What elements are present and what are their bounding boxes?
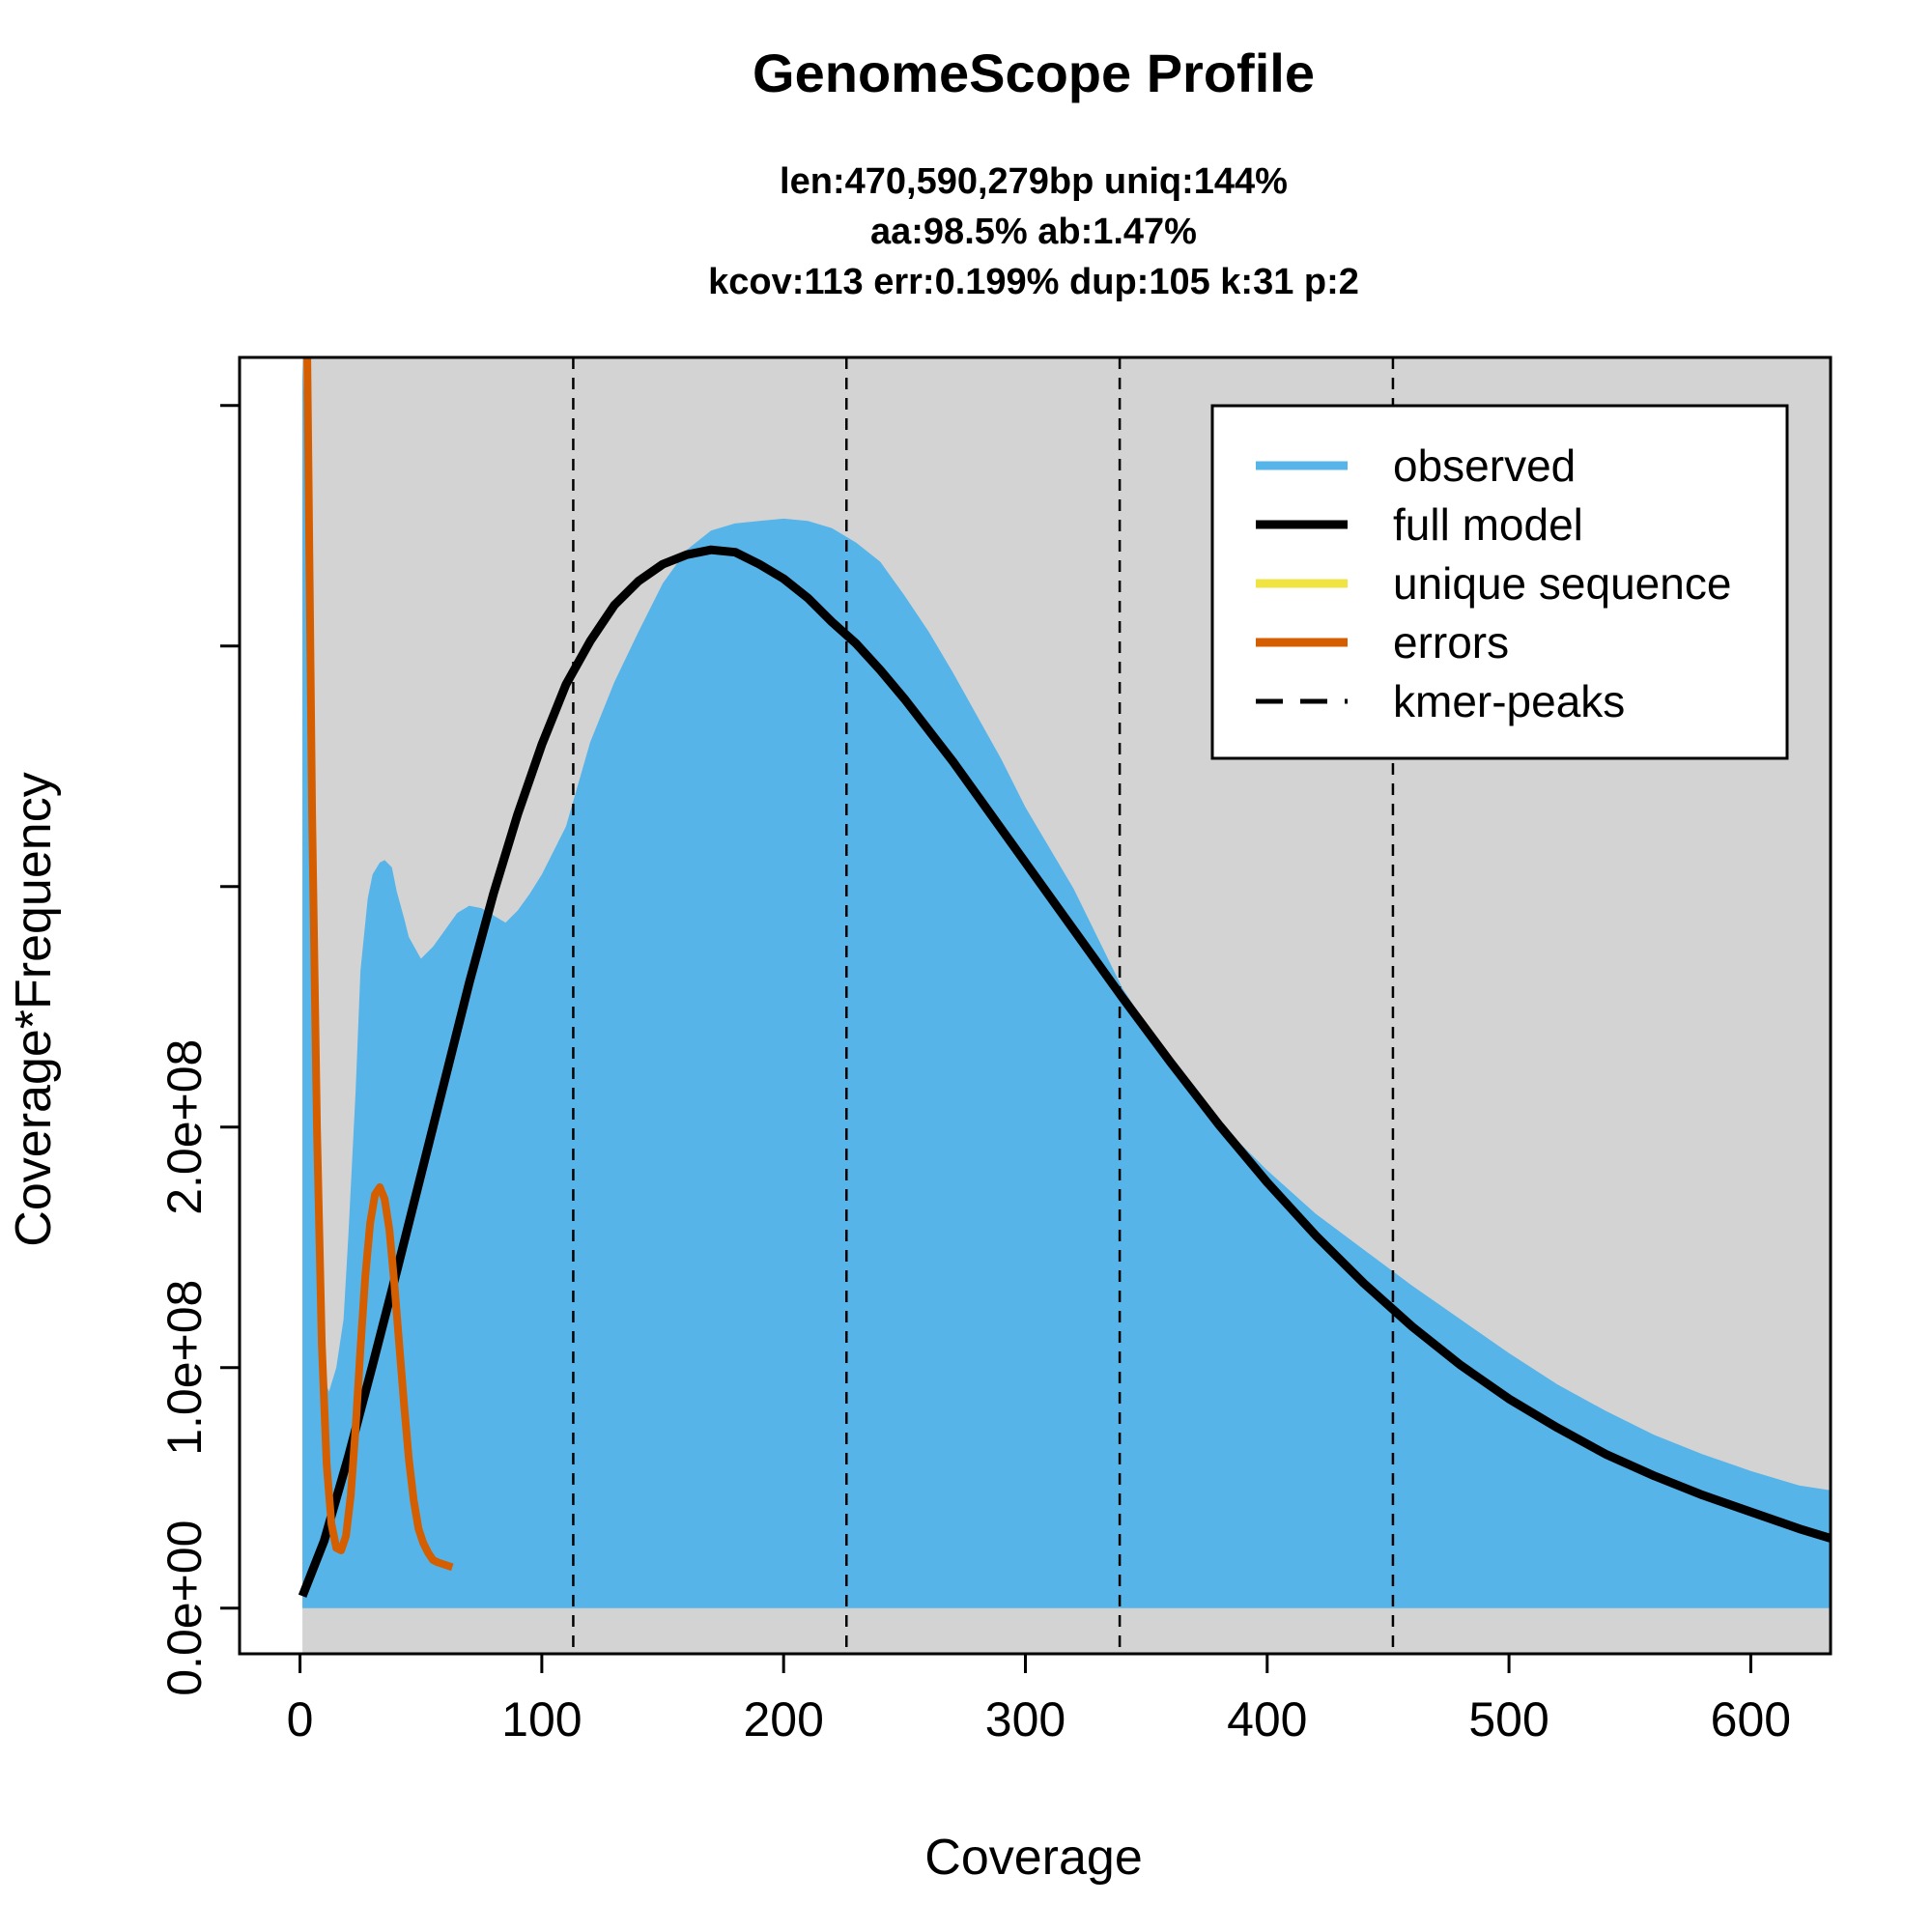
axes: 0 100 200 300 400 500 600 0.0e+00 1.0e+08 2.0e+08 (157, 355, 1833, 1747)
errors-line (303, 357, 454, 1572)
x-tick-label: 100 (501, 1692, 582, 1747)
x-tick-label: 400 (1227, 1692, 1307, 1747)
x-tick-label: 300 (985, 1692, 1065, 1747)
y-axis-label: Coverage*Frequency (6, 772, 62, 1246)
y-tick-label: 0.0e+00 (157, 1520, 212, 1696)
legend-label: full model (1393, 499, 1583, 550)
y-tick-label: 1.0e+08 (157, 1280, 212, 1456)
chart-subtitle-line-1: len:470,590,279bp uniq:144% (780, 161, 1288, 202)
chart-title: GenomeScope Profile (753, 43, 1315, 103)
x-tick-label: 500 (1468, 1692, 1548, 1747)
y-tick-label: 2.0e+08 (157, 1039, 212, 1215)
x-tick-label: 600 (1711, 1692, 1791, 1747)
observed-area (302, 357, 1831, 1608)
x-axis-label: Coverage (924, 1830, 1142, 1886)
chart-subtitle-line-3: kcov:113 err:0.199% dup:105 k:31 p:2 (708, 262, 1359, 302)
legend-label: observed (1393, 440, 1576, 491)
x-tick-label: 0 (287, 1692, 314, 1747)
chart-subtitle-line-2: aa:98.5% ab:1.47% (870, 212, 1197, 252)
x-tick-label: 200 (743, 1692, 823, 1747)
legend-label: kmer-peaks (1393, 676, 1625, 726)
full-model-line (298, 545, 1831, 1598)
legend-label: errors (1393, 617, 1509, 668)
legend-label: unique sequence (1393, 558, 1731, 609)
legend: observed full model unique sequence errors k… (1210, 404, 1789, 760)
